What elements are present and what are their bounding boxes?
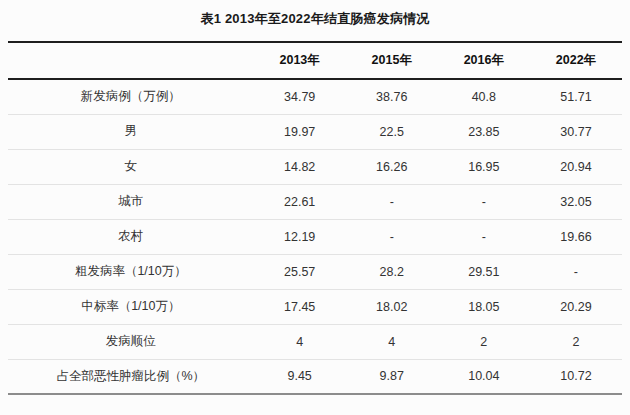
header-cell-2016: 2016年: [438, 42, 530, 79]
row-label: 新发病例（万例）: [8, 79, 254, 114]
cell-value: 4: [254, 324, 346, 359]
table-row: 粗发病率（1/10万） 25.57 28.2 29.51 -: [8, 254, 622, 289]
cell-value: -: [346, 219, 438, 254]
row-label: 城市: [8, 184, 254, 219]
cell-value: 14.82: [254, 149, 346, 184]
cell-value: 32.05: [530, 184, 622, 219]
cell-value: 19.97: [254, 114, 346, 149]
cell-value: 9.45: [254, 359, 346, 394]
cell-value: 28.2: [346, 254, 438, 289]
header-cell-2015: 2015年: [346, 42, 438, 79]
table-row: 发病顺位 4 4 2 2: [8, 324, 622, 359]
incidence-table: 2013年 2015年 2016年 2022年 新发病例（万例） 34.79 3…: [8, 41, 622, 395]
cell-value: 38.76: [346, 79, 438, 114]
table-row: 占全部恶性肿瘤比例（%） 9.45 9.87 10.04 10.72: [8, 359, 622, 394]
cell-value: 18.02: [346, 289, 438, 324]
cell-value: -: [346, 184, 438, 219]
row-label: 农村: [8, 219, 254, 254]
table-row: 中标率（1/10万） 17.45 18.02 18.05 20.29: [8, 289, 622, 324]
header-cell-blank: [8, 42, 254, 79]
table-row: 男 19.97 22.5 23.85 30.77: [8, 114, 622, 149]
cell-value: 22.61: [254, 184, 346, 219]
cell-value: 17.45: [254, 289, 346, 324]
row-label: 中标率（1/10万）: [8, 289, 254, 324]
cell-value: -: [438, 219, 530, 254]
row-label: 女: [8, 149, 254, 184]
cell-value: -: [438, 184, 530, 219]
cell-value: 20.94: [530, 149, 622, 184]
cell-value: 30.77: [530, 114, 622, 149]
row-label: 男: [8, 114, 254, 149]
row-label: 发病顺位: [8, 324, 254, 359]
cell-value: 29.51: [438, 254, 530, 289]
cell-value: 20.29: [530, 289, 622, 324]
header-row: 2013年 2015年 2016年 2022年: [8, 42, 622, 79]
cell-value: -: [530, 254, 622, 289]
header-cell-2022: 2022年: [530, 42, 622, 79]
table-title: 表1 2013年至2022年结直肠癌发病情况: [0, 0, 630, 41]
cell-value: 12.19: [254, 219, 346, 254]
cell-value: 51.71: [530, 79, 622, 114]
cell-value: 2: [530, 324, 622, 359]
cell-value: 22.5: [346, 114, 438, 149]
cell-value: 2: [438, 324, 530, 359]
cell-value: 16.95: [438, 149, 530, 184]
cell-value: 4: [346, 324, 438, 359]
cell-value: 9.87: [346, 359, 438, 394]
table-row: 新发病例（万例） 34.79 38.76 40.8 51.71: [8, 79, 622, 114]
table-row: 城市 22.61 - - 32.05: [8, 184, 622, 219]
cell-value: 25.57: [254, 254, 346, 289]
cell-value: 10.72: [530, 359, 622, 394]
cell-value: 23.85: [438, 114, 530, 149]
cell-value: 19.66: [530, 219, 622, 254]
cell-value: 18.05: [438, 289, 530, 324]
table-row: 农村 12.19 - - 19.66: [8, 219, 622, 254]
table-row: 女 14.82 16.26 16.95 20.94: [8, 149, 622, 184]
cell-value: 34.79: [254, 79, 346, 114]
cell-value: 40.8: [438, 79, 530, 114]
header-cell-2013: 2013年: [254, 42, 346, 79]
cell-value: 16.26: [346, 149, 438, 184]
cell-value: 10.04: [438, 359, 530, 394]
row-label: 占全部恶性肿瘤比例（%）: [8, 359, 254, 394]
row-label: 粗发病率（1/10万）: [8, 254, 254, 289]
